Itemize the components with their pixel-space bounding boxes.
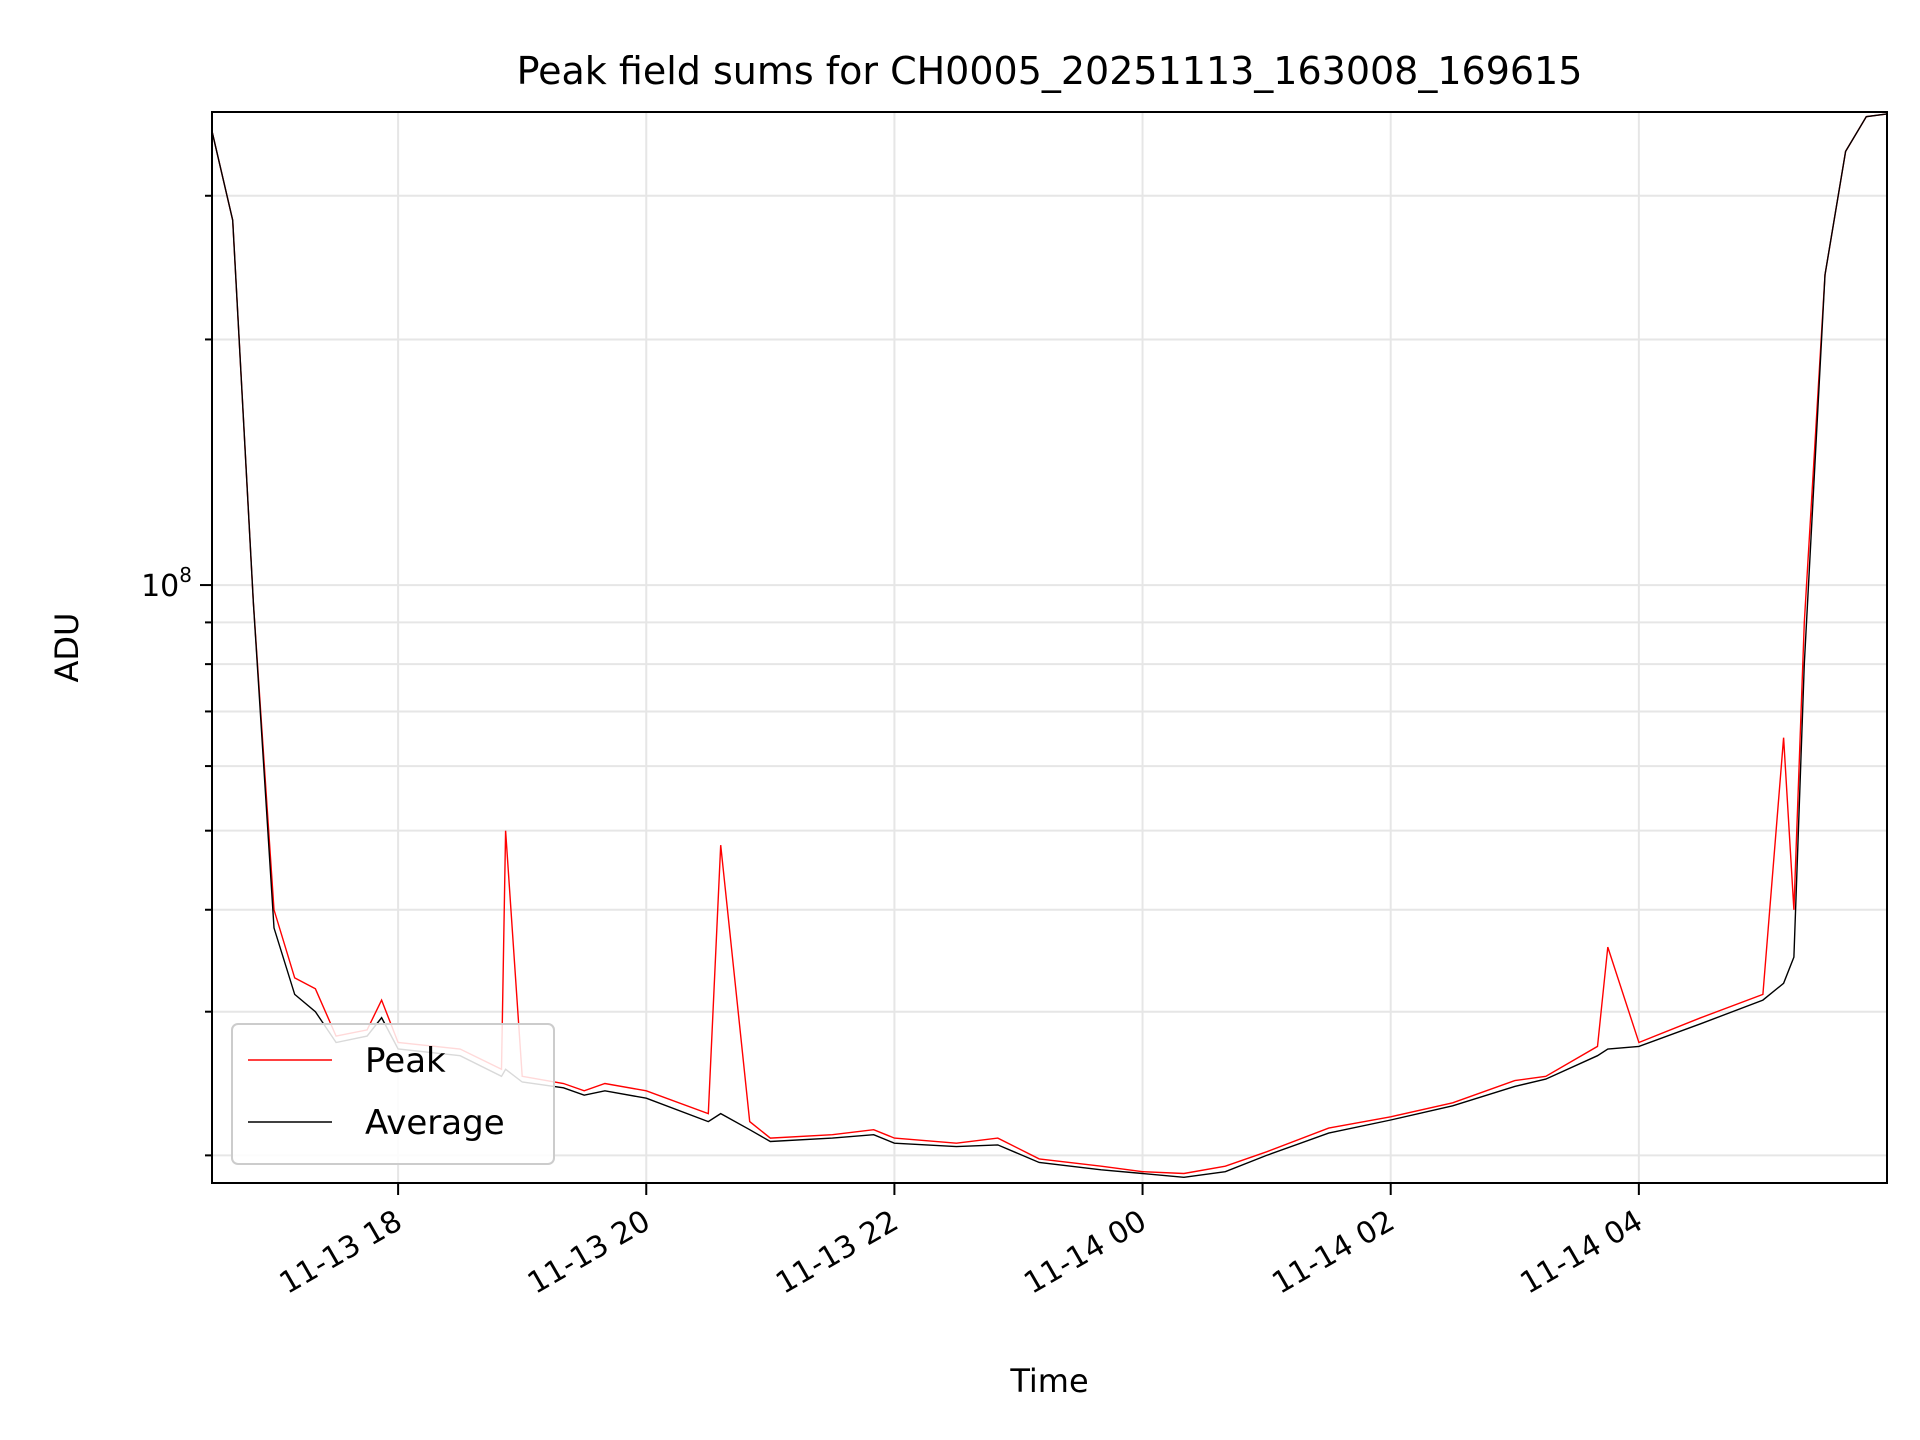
legend-label-peak: Peak <box>365 1041 446 1081</box>
plot-area <box>211 113 1888 1179</box>
legend-label-average: Average <box>365 1103 505 1143</box>
series-line-peak <box>211 113 1888 1175</box>
y-axis-label: ADU <box>48 613 86 683</box>
grid <box>212 112 1887 1183</box>
series-line-average <box>211 113 1888 1179</box>
plot-frame <box>211 111 1888 1184</box>
chart-title: Peak field sums for CH0005_20251113_1630… <box>517 49 1583 93</box>
y-tick-exponent: 8 <box>179 563 192 587</box>
y-tick-label-major: 108 <box>141 563 192 604</box>
legend-box <box>231 1023 555 1165</box>
y-tick-base: 10 <box>141 569 179 604</box>
legend: Peak Average <box>231 1023 555 1165</box>
y-axis-ticks: 108 <box>141 194 212 1157</box>
x-axis-label: Time <box>1009 1362 1088 1400</box>
